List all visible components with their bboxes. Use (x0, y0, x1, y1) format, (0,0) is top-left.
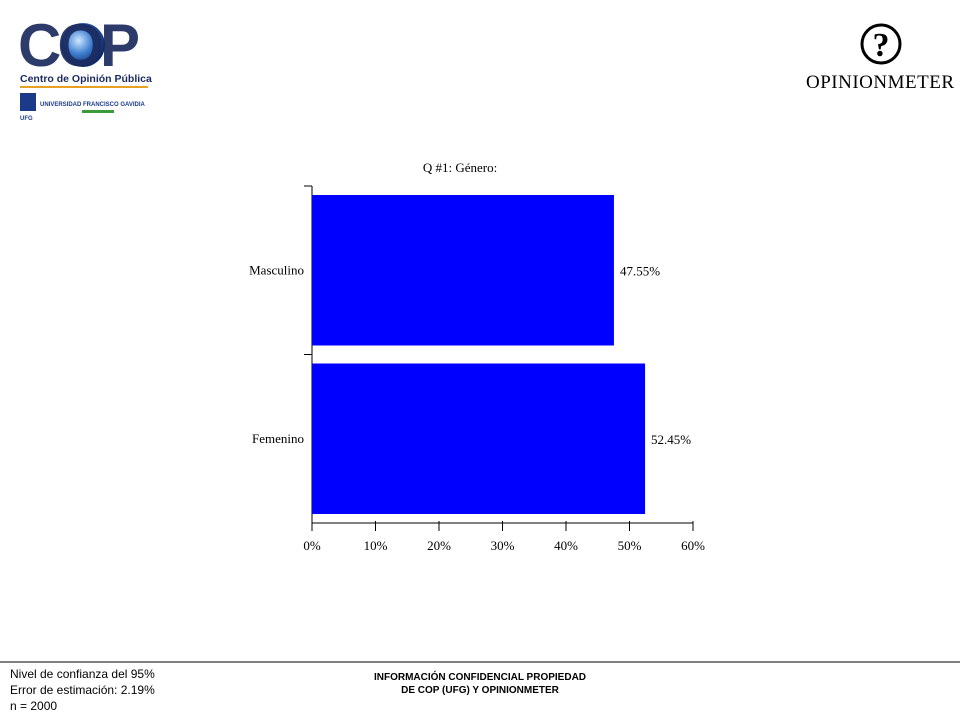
bar (312, 363, 646, 514)
university-name: UNIVERSIDAD FRANCISCO GAVIDIA (40, 102, 146, 108)
x-tick-label: 30% (491, 538, 515, 553)
footer-stat: Nivel de confianza del 95% (10, 667, 155, 681)
logo-text: COP (18, 12, 138, 79)
footer-stat: n = 2000 (10, 699, 57, 713)
y-tick-label: Masculino (249, 262, 304, 277)
logo-globe (61, 23, 105, 67)
x-tick-label: 60% (681, 538, 705, 553)
footer-notice: INFORMACIÓN CONFIDENCIAL PROPIEDAD (374, 670, 586, 683)
ufg-bar (82, 110, 114, 113)
y-tick-label: Femenino (252, 431, 304, 446)
org-name: Centro de Opinión Pública (20, 73, 152, 85)
x-tick-label: 50% (618, 538, 642, 553)
value-label: 52.45% (651, 432, 691, 447)
footer-stat: Error de estimación: 2.19% (10, 683, 155, 697)
value-label: 47.55% (620, 263, 660, 278)
x-tick-label: 40% (554, 538, 578, 553)
footer-notice: DE COP (UFG) Y OPINIONMETER (401, 685, 560, 696)
x-tick-label: 10% (364, 538, 388, 553)
partner-icon-ring (860, 23, 902, 65)
x-tick-label: 0% (303, 538, 321, 553)
x-tick-label: 20% (427, 538, 451, 553)
ufg-short: UFG (20, 116, 33, 122)
bar (312, 195, 614, 346)
partner-name: OPINIONMETER (806, 72, 955, 93)
ufg-emblem (20, 93, 36, 111)
partner-icon: ? (873, 27, 890, 64)
chart-title: Q #1: Género: (423, 160, 497, 175)
